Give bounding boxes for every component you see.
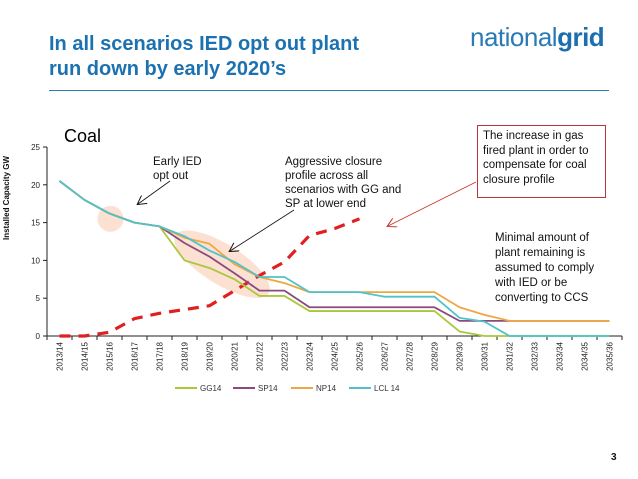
y-axis-label: Installed Capacity GW xyxy=(2,155,11,240)
gas-increase-callout: The increase in gas fired plant in order… xyxy=(477,125,606,198)
page-number: 3 xyxy=(611,452,617,463)
x-tick-label: 2028/29 xyxy=(431,341,440,370)
early-ied-arrow xyxy=(138,180,171,204)
x-tick-label: 2023/24 xyxy=(306,341,315,370)
note-line: converting to CCS xyxy=(495,292,589,304)
x-tick-label: 2018/19 xyxy=(181,341,190,370)
slide-title-line-2: run down by early 2020’s xyxy=(49,58,287,80)
x-tick-label: 2022/23 xyxy=(281,341,290,370)
gas-dashed-line xyxy=(59,217,361,338)
early-ied-note: Early IED opt out xyxy=(153,155,202,183)
note-line: Minimal amount of xyxy=(495,232,589,244)
x-tick-label: 2031/32 xyxy=(506,341,515,370)
x-tick-label: 2026/27 xyxy=(381,341,390,370)
x-tick-label: 2016/17 xyxy=(131,341,140,370)
note-line: SP at lower end xyxy=(285,198,366,210)
note-line: with IED or be xyxy=(495,277,568,289)
x-tick-label: 2029/30 xyxy=(456,341,465,370)
y-tick-label: 10 xyxy=(31,256,40,265)
x-tick-label: 2030/31 xyxy=(481,341,490,370)
x-tick-label: 2019/20 xyxy=(206,341,215,370)
y-tick-label: 5 xyxy=(36,294,41,303)
logo-light-text: national xyxy=(470,22,558,52)
note-line: The increase in gas xyxy=(483,130,584,142)
highlight-circle xyxy=(97,205,124,232)
x-tick-label: 2027/28 xyxy=(406,341,415,370)
note-line: profile across all xyxy=(285,170,369,182)
slide-title-line-1: In all scenarios IED opt out plant xyxy=(49,33,360,55)
x-tick-label: 2034/35 xyxy=(581,341,590,370)
national-grid-logo: nationalgrid xyxy=(470,22,605,53)
series-line-lcl-14 xyxy=(58,180,610,337)
legend-label: GG14 xyxy=(200,384,222,393)
legend-label: NP14 xyxy=(316,384,337,393)
note-line: closure profile xyxy=(483,173,555,186)
y-tick-label: 20 xyxy=(31,181,40,190)
x-tick-label: 2014/15 xyxy=(81,341,90,370)
chart-title: Coal xyxy=(64,126,102,146)
legend-label: LCL 14 xyxy=(374,384,400,393)
note-line: Aggressive closure xyxy=(285,156,383,168)
note-line: compensate for coal xyxy=(483,159,587,171)
y-tick-label: 0 xyxy=(36,332,41,341)
gas-callout-arrow xyxy=(388,181,477,226)
note-line: Early IED xyxy=(153,156,202,168)
x-tick-label: 2017/18 xyxy=(156,341,165,370)
x-tick-label: 2025/26 xyxy=(356,341,365,370)
y-tick-label: 15 xyxy=(31,219,40,228)
note-line: opt out xyxy=(153,170,189,182)
note-line: plant remaining is xyxy=(495,247,586,259)
logo-bold-text: grid xyxy=(557,22,605,52)
note-line: assumed to comply xyxy=(495,262,595,274)
x-tick-label: 2021/22 xyxy=(256,341,265,370)
x-tick-label: 2035/36 xyxy=(606,341,615,370)
x-tick-label: 2032/33 xyxy=(531,341,540,370)
title-divider xyxy=(49,90,609,91)
minimal-plant-note: Minimal amount of plant remaining is ass… xyxy=(495,231,594,306)
y-tick-label: 25 xyxy=(31,143,40,152)
slide-title: In all scenarios IED opt out plant run d… xyxy=(49,32,359,82)
x-tick-label: 2020/21 xyxy=(231,341,240,370)
aggressive-closure-note: Aggressive closure profile across all sc… xyxy=(285,155,401,211)
x-tick-label: 2024/25 xyxy=(331,341,340,370)
note-line: scenarios with GG and xyxy=(285,184,402,196)
note-line: fired plant in order to xyxy=(483,144,589,157)
legend-label: SP14 xyxy=(258,384,278,393)
x-tick-label: 2015/16 xyxy=(106,341,115,370)
x-tick-label: 2013/14 xyxy=(56,341,65,370)
x-tick-label: 2033/34 xyxy=(556,341,565,370)
aggressive-closure-arrow xyxy=(230,209,295,251)
